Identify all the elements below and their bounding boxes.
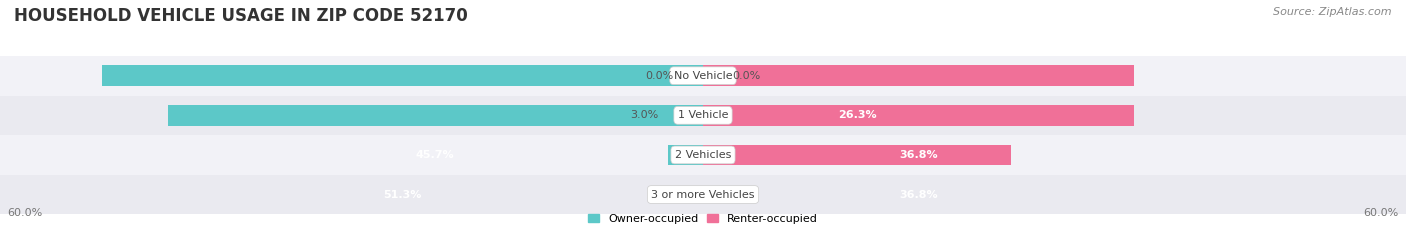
Bar <box>703 65 1135 86</box>
Bar <box>0 96 1406 135</box>
Bar <box>703 105 1135 126</box>
Text: 36.8%: 36.8% <box>900 150 938 160</box>
Text: 3.0%: 3.0% <box>630 110 658 120</box>
Text: 2 Vehicles: 2 Vehicles <box>675 150 731 160</box>
Bar <box>103 65 703 86</box>
Text: 3 or more Vehicles: 3 or more Vehicles <box>651 190 755 199</box>
Bar <box>167 105 703 126</box>
Text: 60.0%: 60.0% <box>7 209 42 218</box>
Text: 0.0%: 0.0% <box>733 71 761 81</box>
Text: 26.3%: 26.3% <box>838 110 876 120</box>
Bar <box>0 175 1406 214</box>
Text: 36.8%: 36.8% <box>900 190 938 199</box>
Text: 51.3%: 51.3% <box>384 190 422 199</box>
Text: No Vehicle: No Vehicle <box>673 71 733 81</box>
Text: 45.7%: 45.7% <box>416 150 454 160</box>
Text: 60.0%: 60.0% <box>1364 209 1399 218</box>
Legend: Owner-occupied, Renter-occupied: Owner-occupied, Renter-occupied <box>588 214 818 224</box>
Text: 0.0%: 0.0% <box>645 71 673 81</box>
Bar <box>0 56 1406 96</box>
Bar <box>668 145 703 165</box>
Text: HOUSEHOLD VEHICLE USAGE IN ZIP CODE 52170: HOUSEHOLD VEHICLE USAGE IN ZIP CODE 5217… <box>14 7 468 25</box>
Text: Source: ZipAtlas.com: Source: ZipAtlas.com <box>1274 7 1392 17</box>
Text: 1 Vehicle: 1 Vehicle <box>678 110 728 120</box>
Bar <box>703 145 1011 165</box>
Bar <box>0 135 1406 175</box>
